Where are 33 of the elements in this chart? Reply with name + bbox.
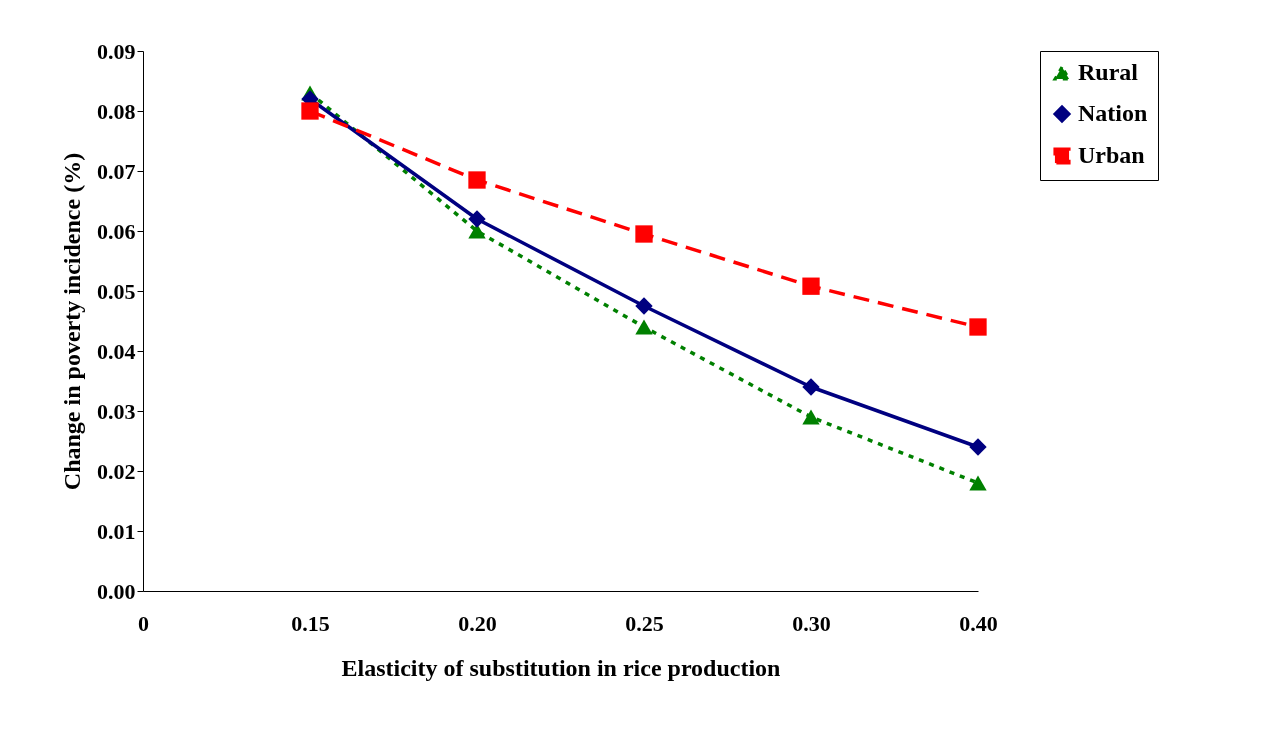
point xyxy=(969,318,987,336)
y-tick-label: 0.01 xyxy=(97,518,136,544)
x-tick-label: 0.20 xyxy=(458,610,497,636)
y-tick-label: 0.09 xyxy=(97,38,136,64)
legend-label: Rural xyxy=(1078,59,1139,85)
x-tick-label: 0.15 xyxy=(291,610,330,636)
y-tick-label: 0.02 xyxy=(97,458,136,484)
y-tick-label: 0.06 xyxy=(97,218,136,244)
point xyxy=(468,171,486,189)
x-tick-label: 0.25 xyxy=(625,610,664,636)
y-tick-label: 0.03 xyxy=(97,398,136,424)
y-tick-label: 0.07 xyxy=(97,158,136,184)
point xyxy=(969,438,987,456)
point xyxy=(468,210,486,228)
y-tick-label: 0.05 xyxy=(97,278,136,304)
point xyxy=(635,297,653,315)
x-tick-label: 0.30 xyxy=(792,610,831,636)
point xyxy=(635,319,653,335)
point xyxy=(802,277,820,295)
x-axis-title: Elasticity of substitution in rice production xyxy=(341,654,781,681)
point xyxy=(301,102,319,120)
legend-label: Nation xyxy=(1078,100,1148,126)
x-tick-label: 0.40 xyxy=(959,610,998,636)
point xyxy=(802,409,820,425)
point xyxy=(802,378,820,396)
legend-label: Urban xyxy=(1078,142,1145,168)
y-axis-title: Change in poverty incidence (%) xyxy=(59,152,85,491)
y-tick-label: 0.08 xyxy=(97,98,136,124)
point xyxy=(969,475,987,491)
y-tick-label: 0.04 xyxy=(97,338,136,364)
y-tick-label: 0.00 xyxy=(97,578,136,604)
x-tick-label: 0 xyxy=(138,610,149,636)
point xyxy=(635,225,653,243)
